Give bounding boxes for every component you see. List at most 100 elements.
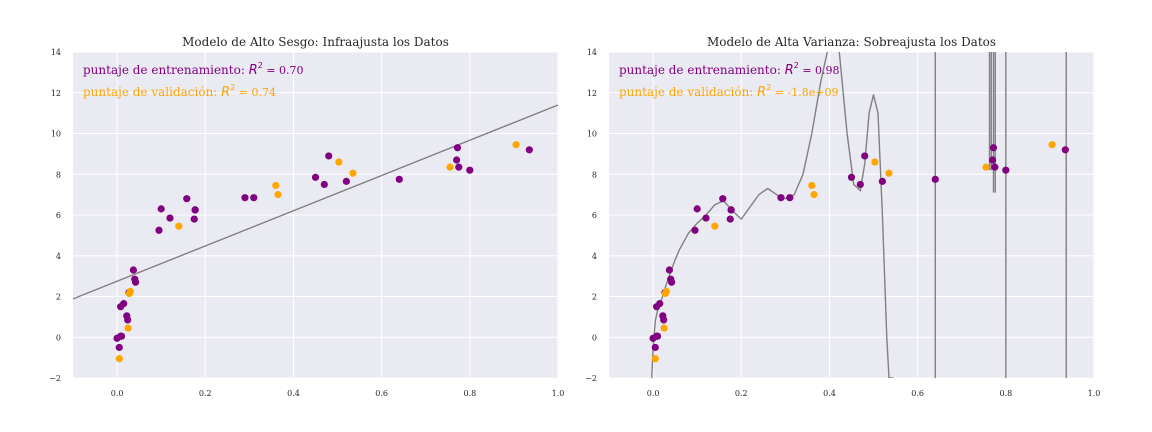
- data-point: [241, 194, 249, 202]
- r2-symbol: R: [785, 63, 794, 78]
- score-value: = 0.74: [235, 86, 276, 99]
- y-tick-label: 4: [56, 252, 61, 261]
- data-point: [124, 316, 132, 324]
- data-point: [711, 222, 719, 230]
- series-entrenamiento: [649, 144, 1069, 352]
- data-point: [183, 195, 191, 203]
- data-point: [272, 181, 280, 190]
- data-point: [190, 215, 198, 223]
- data-point: [982, 163, 990, 171]
- score-label: puntaje de entrenamiento:: [619, 63, 785, 77]
- plot-content: [649, 52, 1069, 378]
- data-point: [166, 214, 174, 222]
- data-point: [320, 180, 328, 189]
- y-tick-label: 0: [56, 333, 61, 342]
- data-point: [726, 215, 734, 223]
- data-point: [124, 324, 132, 332]
- data-point: [988, 156, 997, 164]
- data-point: [250, 194, 258, 202]
- data-point: [311, 173, 320, 181]
- y-tick-label: 12: [51, 89, 61, 98]
- series-validación: [651, 141, 1056, 363]
- data-point: [117, 332, 126, 340]
- r2-symbol: R: [249, 63, 258, 78]
- data-point: [660, 324, 668, 332]
- score-label: puntaje de entrenamiento:: [83, 63, 249, 77]
- y-tick-label: 14: [51, 48, 61, 57]
- data-point: [175, 222, 183, 230]
- x-tick-label: 0.2: [735, 389, 748, 398]
- data-point: [446, 163, 454, 171]
- x-tick-label: 1.0: [552, 389, 565, 398]
- data-point: [395, 175, 403, 183]
- data-point: [651, 343, 659, 352]
- y-tick-label: 10: [587, 130, 597, 139]
- data-point: [662, 287, 670, 296]
- data-point: [155, 226, 163, 234]
- data-point: [810, 191, 818, 199]
- r2-symbol: R: [221, 85, 230, 100]
- data-point: [665, 266, 674, 274]
- r2-symbol: R: [757, 85, 766, 100]
- score-annotation: puntaje de entrenamiento: R2 = 0.70: [83, 61, 304, 78]
- x-tick-label: 0.8: [999, 389, 1012, 398]
- r2-exponent: 2: [766, 83, 771, 92]
- data-point: [349, 169, 357, 177]
- data-point: [878, 177, 886, 185]
- data-point: [274, 191, 282, 199]
- y-tick-label: 2: [56, 293, 61, 302]
- data-point: [1061, 146, 1069, 154]
- r2-exponent: 2: [230, 83, 235, 92]
- data-point: [132, 278, 140, 286]
- data-point: [861, 152, 869, 160]
- data-point: [847, 173, 856, 181]
- x-tick-label: 0.0: [647, 389, 660, 398]
- score-value: = -1.8e+09: [771, 86, 838, 99]
- data-point: [653, 332, 662, 340]
- data-point: [931, 175, 939, 183]
- data-point: [719, 195, 727, 203]
- y-tick-label: 2: [592, 293, 597, 302]
- data-point: [871, 158, 879, 166]
- data-point: [342, 177, 350, 185]
- x-tick-label: 0.4: [287, 389, 300, 398]
- y-tick-label: 4: [592, 252, 597, 261]
- data-point: [702, 214, 710, 222]
- data-point: [157, 205, 165, 213]
- data-point: [989, 144, 998, 152]
- y-tick-label: 14: [587, 48, 597, 57]
- y-tick-label: −2: [585, 374, 597, 383]
- score-annotation: puntaje de validación: R2 = -1.8e+09: [619, 83, 838, 100]
- model-line: [73, 104, 558, 300]
- y-tick-label: −2: [49, 374, 61, 383]
- score-value: = 0.98: [799, 64, 840, 77]
- data-point: [1048, 141, 1056, 149]
- y-tick-label: 12: [587, 89, 597, 98]
- chart-title: Modelo de Alta Varianza: Sobreajusta los…: [707, 35, 996, 49]
- data-point: [1002, 166, 1010, 174]
- chart-panel-1: −2 0 2 4 6 8 10 12 14 0.0 0.2 0.4 0.6 0.8 1.0 Modelo de…: [49, 35, 564, 398]
- x-tick-label: 0.6: [911, 389, 924, 398]
- score-annotation: puntaje de validación: R2 = 0.74: [83, 83, 276, 100]
- series-entrenamiento: [113, 144, 533, 352]
- data-point: [129, 266, 138, 274]
- r2-exponent: 2: [258, 61, 263, 70]
- r2-exponent: 2: [794, 61, 799, 70]
- data-point: [325, 152, 333, 160]
- score-label: puntaje de validación:: [619, 85, 757, 99]
- data-point: [525, 146, 533, 154]
- data-point: [466, 166, 474, 174]
- y-tick-label: 6: [56, 211, 61, 220]
- y-tick-label: 0: [592, 333, 597, 342]
- x-tick-label: 0.0: [111, 389, 124, 398]
- data-point: [512, 141, 520, 149]
- data-point: [120, 300, 128, 308]
- data-point: [668, 278, 676, 286]
- data-point: [651, 355, 659, 363]
- data-point: [453, 144, 462, 152]
- chart-title: Modelo de Alto Sesgo: Infraajusta los Da…: [182, 35, 449, 49]
- data-point: [656, 300, 664, 308]
- data-point: [452, 156, 461, 164]
- data-point: [727, 206, 735, 214]
